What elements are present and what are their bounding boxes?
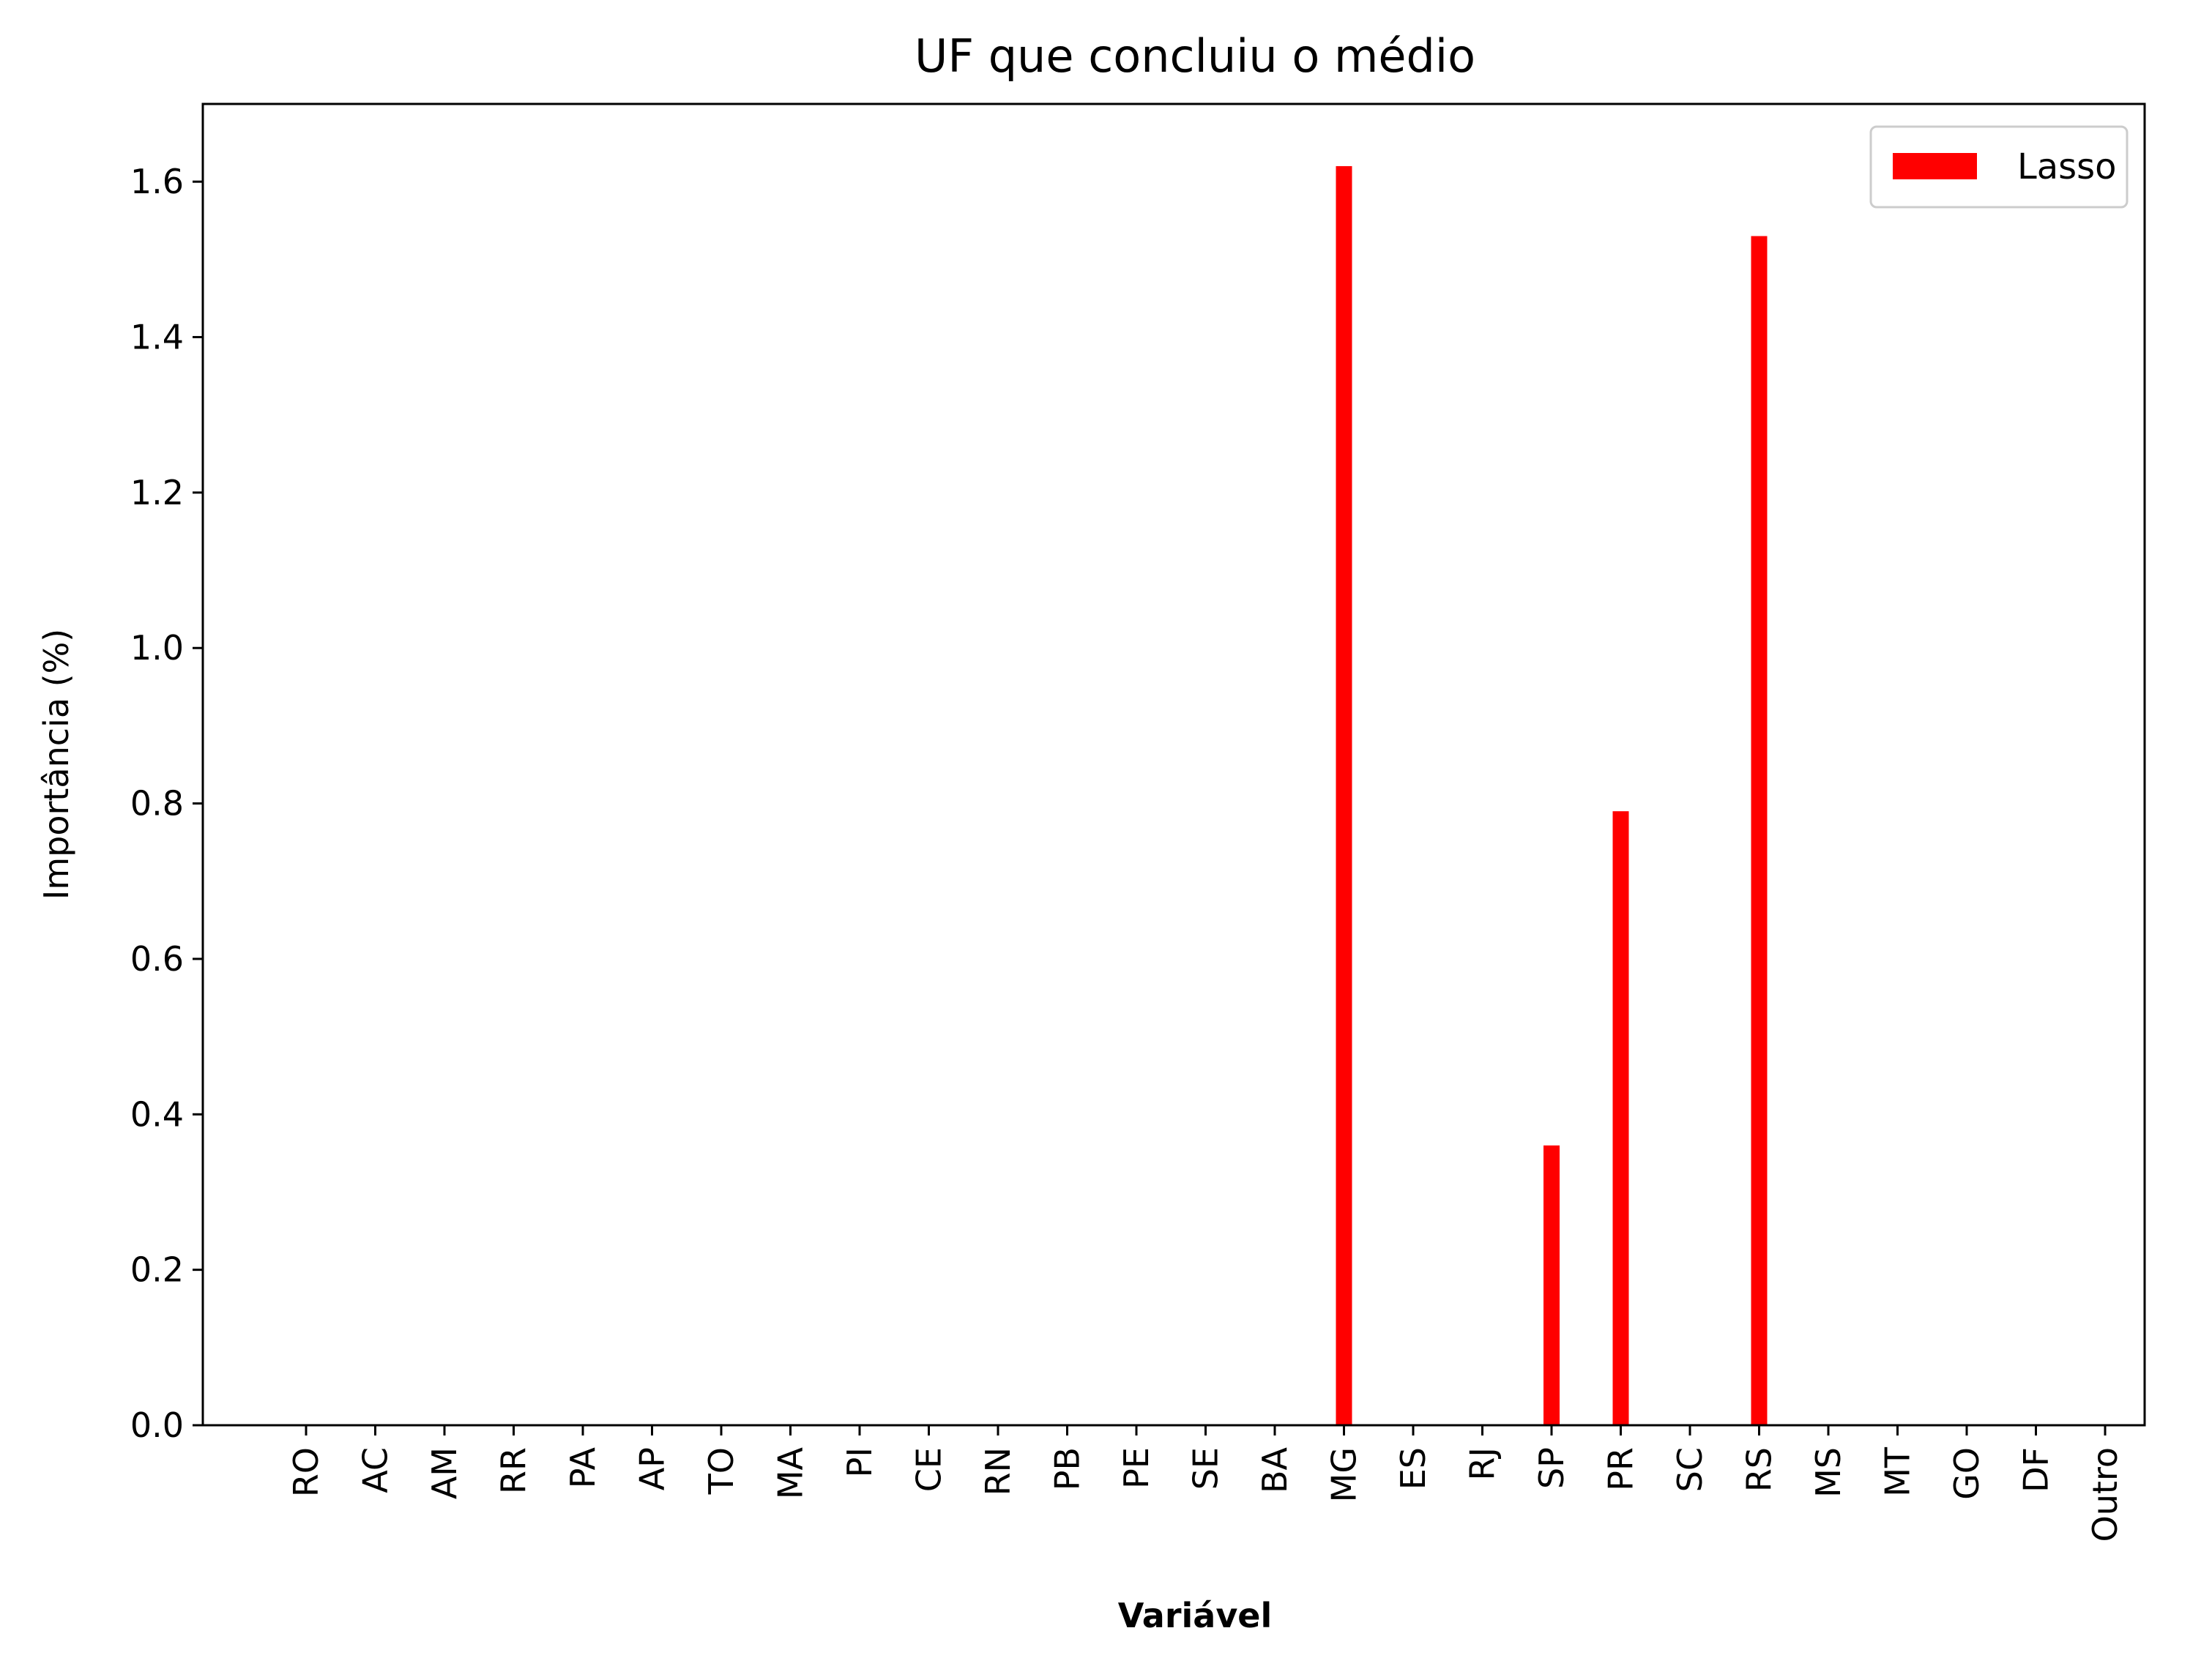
y-axis-label: Importância (%) <box>37 629 76 900</box>
bar-rs <box>1751 236 1768 1425</box>
chart-title: UF que concluiu o médio <box>915 29 1475 83</box>
x-tick-label-es: ES <box>1393 1447 1433 1490</box>
x-tick-label-pr: PR <box>1601 1447 1641 1491</box>
x-tick-label-ap: AP <box>633 1447 672 1490</box>
y-axis: 0.0 0.2 0.4 0.6 0.8 1.0 1.2 1.4 1.6 <box>130 162 203 1445</box>
x-tick-label-ba: BA <box>1255 1446 1295 1493</box>
legend-swatch-lasso <box>1893 153 1977 179</box>
bar-pr <box>1612 811 1629 1425</box>
y-tick-label: 0.6 <box>130 939 184 979</box>
x-tick-label-ro: RO <box>286 1447 326 1497</box>
x-tick-label-rn: RN <box>978 1447 1018 1496</box>
x-tick-label-mt: MT <box>1878 1446 1918 1497</box>
x-tick-label-sc: SC <box>1670 1447 1710 1492</box>
legend-box <box>1869 125 2129 209</box>
y-tick-label: 1.2 <box>130 473 184 512</box>
x-axis: RO AC AM RR PA AP TO MA PI CE RN PB PE SE BA MG ES RJ SP PR… <box>286 1425 2125 1542</box>
y-tick-label: 1.6 <box>130 162 184 201</box>
plot-area-frame <box>201 102 2146 1427</box>
x-tick-label-pb: PB <box>1048 1447 1087 1490</box>
x-tick-label-outro: Outro <box>2085 1447 2125 1542</box>
x-axis-label: Variável <box>1118 1596 1273 1635</box>
x-tick-label-am: AM <box>425 1447 464 1499</box>
x-tick-label-se: SE <box>1186 1447 1226 1490</box>
x-tick-label-df: DF <box>2017 1447 2056 1493</box>
x-tick-label-rj: RJ <box>1463 1447 1502 1481</box>
x-tick-label-go: GO <box>1947 1447 1986 1500</box>
y-tick-label: 0.4 <box>130 1094 184 1134</box>
x-tick-label-pa: PA <box>563 1446 603 1488</box>
x-tick-label-sp: SP <box>1532 1447 1571 1489</box>
bars-layer <box>1336 165 1768 1426</box>
x-tick-label-pe: PE <box>1117 1447 1156 1489</box>
y-tick-label: 0.8 <box>130 784 184 824</box>
x-tick-label-mg: MG <box>1325 1447 1364 1502</box>
y-tick-label: 0.2 <box>130 1250 184 1290</box>
legend: Lasso <box>1869 125 2129 209</box>
y-tick-label: 0.0 <box>130 1405 184 1445</box>
x-tick-label-to: TO <box>701 1447 741 1495</box>
bar-sp <box>1543 1145 1560 1425</box>
legend-label-lasso: Lasso <box>2017 146 2117 187</box>
x-tick-label-ac: AC <box>356 1447 395 1493</box>
x-tick-label-rr: RR <box>494 1447 534 1494</box>
x-tick-label-rs: RS <box>1740 1447 1779 1492</box>
y-tick-label: 1.0 <box>130 628 184 668</box>
y-tick-label: 1.4 <box>130 318 184 357</box>
bar-mg <box>1336 165 1352 1426</box>
x-tick-label-pi: PI <box>840 1447 879 1477</box>
x-tick-label-ma: MA <box>771 1446 811 1499</box>
x-tick-label-ce: CE <box>909 1447 949 1492</box>
x-tick-label-ms: MS <box>1809 1447 1848 1498</box>
